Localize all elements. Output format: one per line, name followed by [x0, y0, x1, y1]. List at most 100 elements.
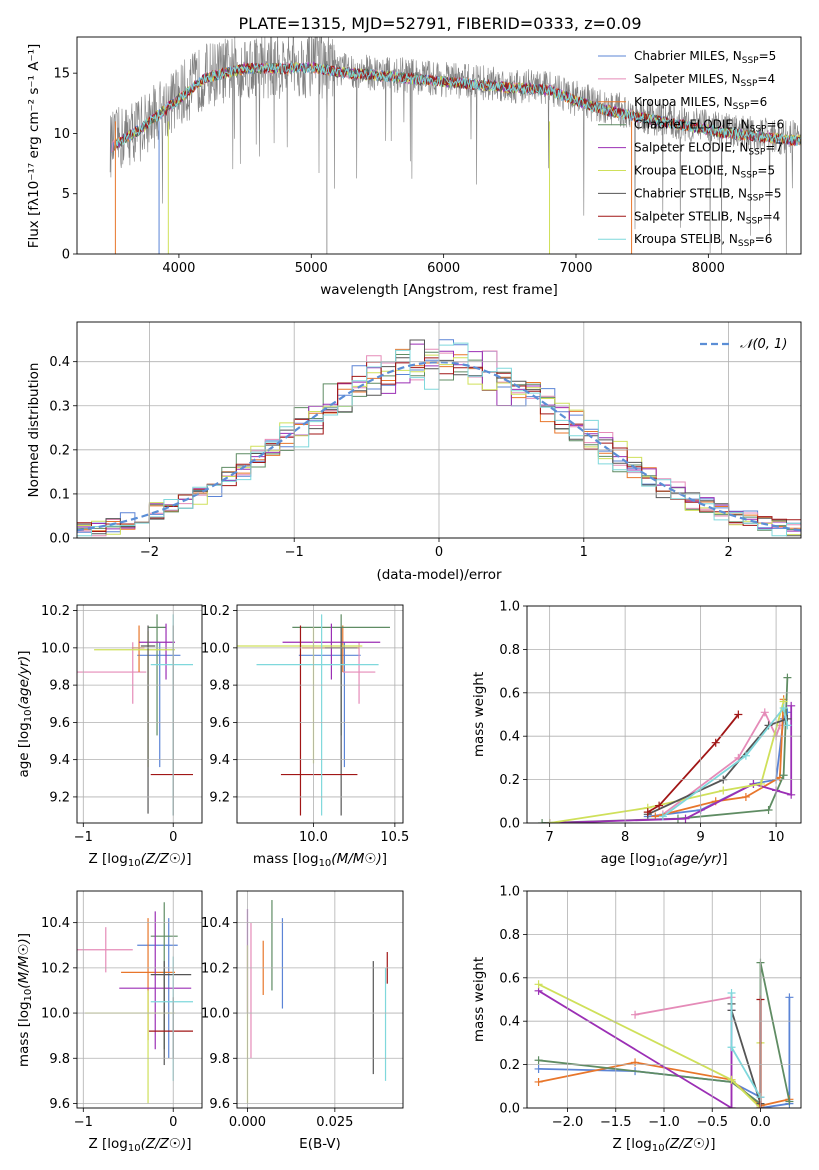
plot-area-z-vs-mass	[77, 902, 194, 1104]
weight-marker-7	[711, 738, 720, 747]
axes-mass-vs-age: 10.0 10.5 9.2 9.4 9.6 9.8 10.0 10.2 mass [log10(…	[201, 604, 409, 869]
weight-marker-7	[734, 710, 743, 719]
x-tick-label: 10.0	[299, 830, 328, 845]
y-axis-label-text: age [log10(age/yr)]	[16, 650, 34, 777]
y-tick-label: 9.8	[49, 679, 70, 694]
x-tick-label: 0	[435, 545, 443, 560]
subscript: 10	[23, 710, 34, 723]
axes-z-vs-weight: −2.0 −1.5 −1.0 −0.5 0.0 0.0 0.2 0.4 0.6 0.8 1.0 mas…	[471, 885, 802, 1154]
weight-marker-8	[658, 812, 667, 821]
weight-marker-7	[655, 801, 664, 810]
legend-value: =4	[757, 72, 775, 86]
y-tick-label: 10.0	[41, 1007, 70, 1022]
y-tick-label: 9.8	[209, 679, 230, 694]
x-axis-label: (data-model)/error	[376, 567, 502, 583]
weight-marker-7	[643, 808, 652, 817]
legend-label: Salpeter ELODIE, NSSP=7	[634, 141, 783, 158]
legend-label: 𝒩(0, 1)	[740, 337, 787, 352]
axes-frame	[236, 604, 404, 824]
weight-marker-3	[783, 673, 792, 682]
subscript: 10	[652, 1143, 665, 1154]
y-tick-label: 9.6	[49, 716, 70, 731]
y-tick-label: 0.0	[499, 817, 520, 832]
weight-marker-5	[727, 1075, 736, 1084]
weight-marker-4	[681, 814, 690, 823]
weight-line-5	[538, 983, 762, 1108]
x-tick-label: 2	[724, 545, 732, 560]
legend-value: =7	[765, 141, 783, 155]
legend-value: =5	[764, 186, 782, 200]
x-tick-label: 0	[169, 1115, 177, 1130]
x-tick-label: −1.0	[648, 1115, 680, 1130]
legend-value: =5	[757, 164, 775, 178]
legend-value: =6	[750, 95, 768, 109]
legend-subscript: SSP	[742, 56, 759, 66]
axes-age-vs-weight: 7 8 9 10 0.0 0.2 0.4 0.6 0.8 1.0 mass weight age [l…	[471, 600, 802, 869]
y-tick-label: 9.6	[209, 716, 230, 731]
x-axis-label-text: E(B-V)	[299, 1136, 341, 1152]
weight-line-8	[730, 993, 762, 1098]
axes-z-vs-age: −1 0 9.2 9.4 9.6 9.8 10.0 10.2 Z [log10(Z/Z☉)] ag…	[16, 604, 203, 869]
x-axis-label-text: age [log10(age/yr)]	[600, 851, 727, 869]
plot-area-mass-vs-age	[237, 614, 390, 816]
bracket: ]	[722, 851, 727, 867]
axes-frame	[76, 321, 802, 539]
weight-line-7	[647, 713, 740, 813]
y-tick-label: 10	[53, 127, 70, 142]
y-axis-label: mass weight	[471, 672, 487, 757]
axes-spectrum: 4000 5000 6000 7000 8000 0 5 10 15 Chabrier MILES…	[26, 36, 802, 298]
x-axis-label: wavelength [Angstrom, rest frame]	[320, 282, 558, 298]
y-tick-label: 0.8	[499, 643, 520, 658]
x-tick-label: −1	[74, 830, 93, 845]
legend-value: =4	[763, 209, 781, 223]
y-tick-label: 9.8	[49, 1052, 70, 1067]
weight-marker-3	[779, 771, 788, 780]
axes-residuals: −2 −1 0 1 2 0.0 0.1 0.2 0.3 0.4 𝒩(0, 1) (data-model…	[26, 321, 802, 583]
x-axis-label-text: Z [log10(Z/Z☉)]	[88, 1136, 191, 1154]
axes-frame	[76, 36, 802, 255]
x-tick-label: 0.000	[229, 1115, 266, 1130]
x-tick-label: 0.0	[750, 1115, 771, 1130]
weight-marker-8	[779, 703, 788, 712]
bracket: ]	[710, 1136, 715, 1152]
weight-marker-0	[534, 1064, 543, 1073]
y-tick-label: 0.8	[499, 928, 520, 943]
y-tick-label: 5	[62, 187, 70, 202]
weight-marker-5	[756, 779, 765, 788]
weight-marker-3	[538, 819, 547, 823]
y-tick-label: 0.2	[499, 773, 520, 788]
weight-line-1	[634, 996, 733, 1108]
x-axis-label-text: Z [log10(Z/Z☉)]	[88, 851, 191, 869]
y-axis-label: Normed distribution	[26, 363, 42, 498]
weight-marker-2	[631, 1058, 640, 1067]
x-tick-label: 0.025	[316, 1115, 353, 1130]
y-tick-label: 1.0	[499, 885, 520, 900]
observed-spectrum	[109, 37, 801, 254]
y-tick-label: 9.8	[209, 1052, 230, 1067]
y-tick-label: 10.0	[41, 641, 70, 656]
weight-marker-3	[534, 1056, 543, 1065]
y-tick-label: 0.2	[499, 1058, 520, 1073]
axes-frame	[526, 605, 802, 824]
x-tick-label: 9	[696, 830, 704, 845]
weight-line-2	[655, 699, 785, 818]
log-argument: (Z/Z☉)	[665, 1136, 711, 1152]
x-tick-label: 7000	[559, 261, 592, 276]
legend-subscript: SSP	[738, 239, 755, 249]
y-tick-label: 9.6	[209, 1097, 230, 1112]
weight-marker-5	[719, 786, 728, 795]
x-tick-label: 7	[546, 830, 554, 845]
weight-marker-1	[760, 708, 769, 717]
x-tick-label: −0.5	[696, 1115, 728, 1130]
y-tick-label: 0.6	[499, 686, 520, 701]
subscript: 10	[128, 858, 141, 869]
axes-z-vs-mass: −1 0 9.6 9.8 10.0 10.2 10.4 Z [log10(Z/Z☉)] mass…	[16, 890, 203, 1154]
legend-label: Chabrier STELIB, NSSP=5	[634, 186, 782, 203]
x-tick-label: 8000	[692, 261, 725, 276]
log-argument: (age/yr)	[16, 656, 32, 710]
x-tick-label: 6000	[427, 261, 460, 276]
x-tick-label: 4000	[162, 261, 195, 276]
log-argument: (M/M☉)	[16, 938, 32, 988]
bracket: ]	[16, 933, 32, 938]
weight-line-8	[662, 705, 789, 818]
